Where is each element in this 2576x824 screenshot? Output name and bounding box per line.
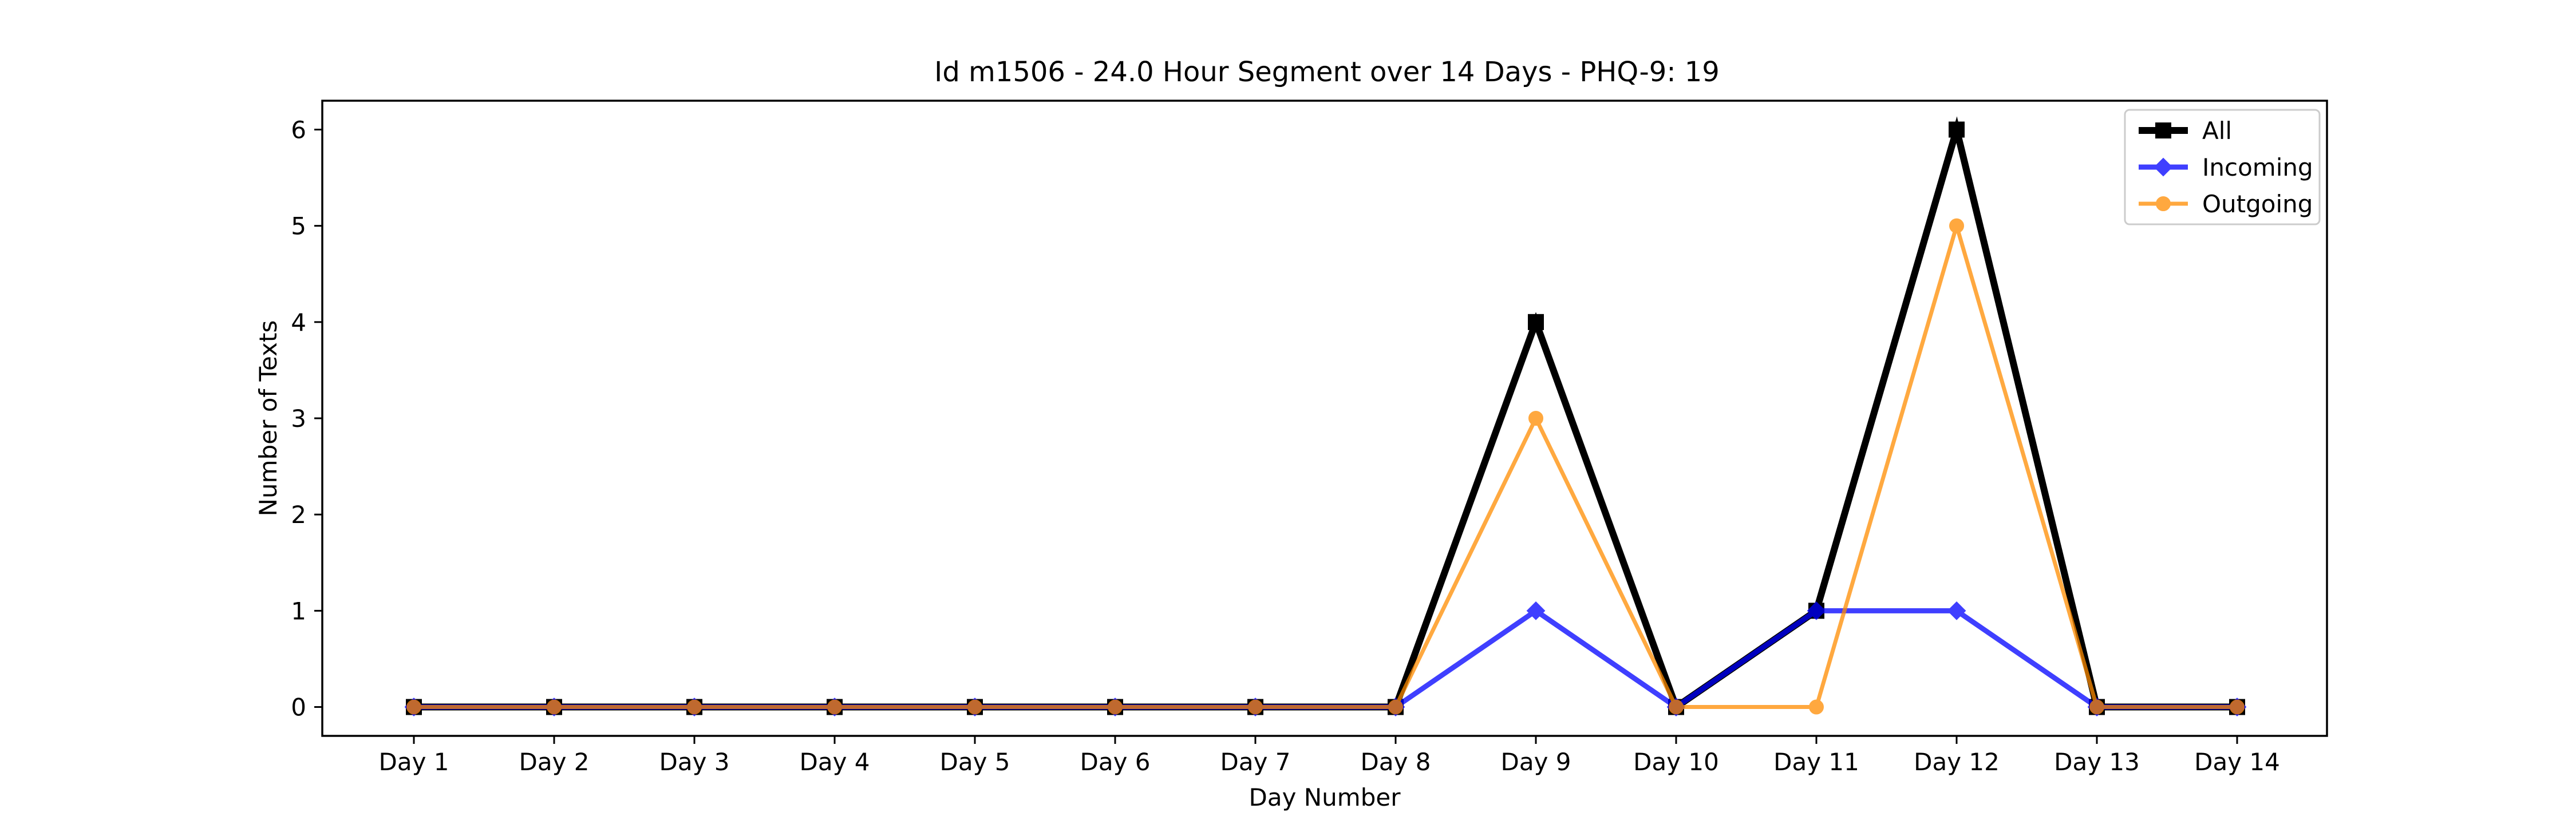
y-tick-label: 5 xyxy=(291,212,306,240)
legend-label-outgoing: Outgoing xyxy=(2202,190,2313,218)
data-point-outgoing xyxy=(687,699,702,715)
data-point-outgoing xyxy=(967,699,982,715)
legend-label-all: All xyxy=(2202,117,2232,145)
y-tick-label: 2 xyxy=(291,501,306,529)
x-tick-label: Day 5 xyxy=(939,748,1010,776)
legend-box xyxy=(2124,109,2321,225)
data-point-all xyxy=(1949,121,1965,138)
legend-marker-incoming xyxy=(2154,157,2173,177)
legend-item-all xyxy=(2139,122,2188,138)
data-point-outgoing xyxy=(1248,699,1263,715)
plot-area xyxy=(404,116,2247,716)
data-point-outgoing xyxy=(1108,699,1123,715)
data-point-all xyxy=(1528,314,1544,330)
x-tick-label: Day 12 xyxy=(1914,748,2000,776)
data-point-outgoing xyxy=(2089,699,2104,715)
series-line-outgoing xyxy=(414,219,2237,710)
legend-label-incoming: Incoming xyxy=(2202,153,2313,181)
legend-marker-outgoing xyxy=(2156,196,2171,211)
legend: All Incoming Outgoing xyxy=(2124,109,2321,225)
x-tick-label: Day 8 xyxy=(1360,748,1431,776)
data-point-outgoing xyxy=(406,699,421,715)
x-tick-label: Day 4 xyxy=(799,748,870,776)
x-tick-label: Day 11 xyxy=(1773,748,1859,776)
data-point-outgoing xyxy=(1669,699,1684,715)
y-axis-label: Number of Texts xyxy=(254,320,282,517)
data-point-outgoing xyxy=(1388,699,1403,715)
chart-title: Id m1506 - 24.0 Hour Segment over 14 Day… xyxy=(934,56,1720,88)
x-tick-label: Day 10 xyxy=(1633,748,1719,776)
data-point-outgoing xyxy=(1949,218,1964,233)
data-point-outgoing xyxy=(2230,699,2245,715)
series-outgoing xyxy=(406,218,2245,715)
x-tick-label: Day 2 xyxy=(519,748,589,776)
y-tick-label: 3 xyxy=(291,405,306,433)
data-point-outgoing xyxy=(1809,699,1824,715)
y-tick-label: 1 xyxy=(291,597,306,625)
data-point-outgoing xyxy=(1528,411,1543,426)
y-tick-label: 0 xyxy=(291,694,306,722)
data-point-incoming xyxy=(1807,601,1826,620)
y-axis: 0 1 2 3 4 5 6 xyxy=(291,116,322,722)
legend-marker-all xyxy=(2155,122,2171,138)
x-tick-label: Day 14 xyxy=(2194,748,2280,776)
y-tick-label: 6 xyxy=(291,116,306,144)
x-axis: Day 1 Day 2 Day 3 Day 4 Day 5 Day 6 Day 7 Day 8… xyxy=(378,736,2280,776)
x-tick-label: Day 9 xyxy=(1500,748,1571,776)
y-tick-label: 4 xyxy=(291,308,306,336)
x-tick-label: Day 6 xyxy=(1080,748,1150,776)
data-point-incoming xyxy=(1947,601,1966,620)
x-axis-label: Day Number xyxy=(1249,783,1401,811)
legend-item-incoming xyxy=(2139,157,2188,177)
x-tick-label: Day 13 xyxy=(2054,748,2140,776)
x-tick-label: Day 7 xyxy=(1220,748,1290,776)
data-point-incoming xyxy=(1526,601,1546,620)
legend-item-outgoing xyxy=(2139,196,2188,211)
data-point-outgoing xyxy=(547,699,562,715)
data-point-outgoing xyxy=(827,699,842,715)
x-tick-label: Day 3 xyxy=(659,748,729,776)
x-tick-label: Day 1 xyxy=(378,748,449,776)
